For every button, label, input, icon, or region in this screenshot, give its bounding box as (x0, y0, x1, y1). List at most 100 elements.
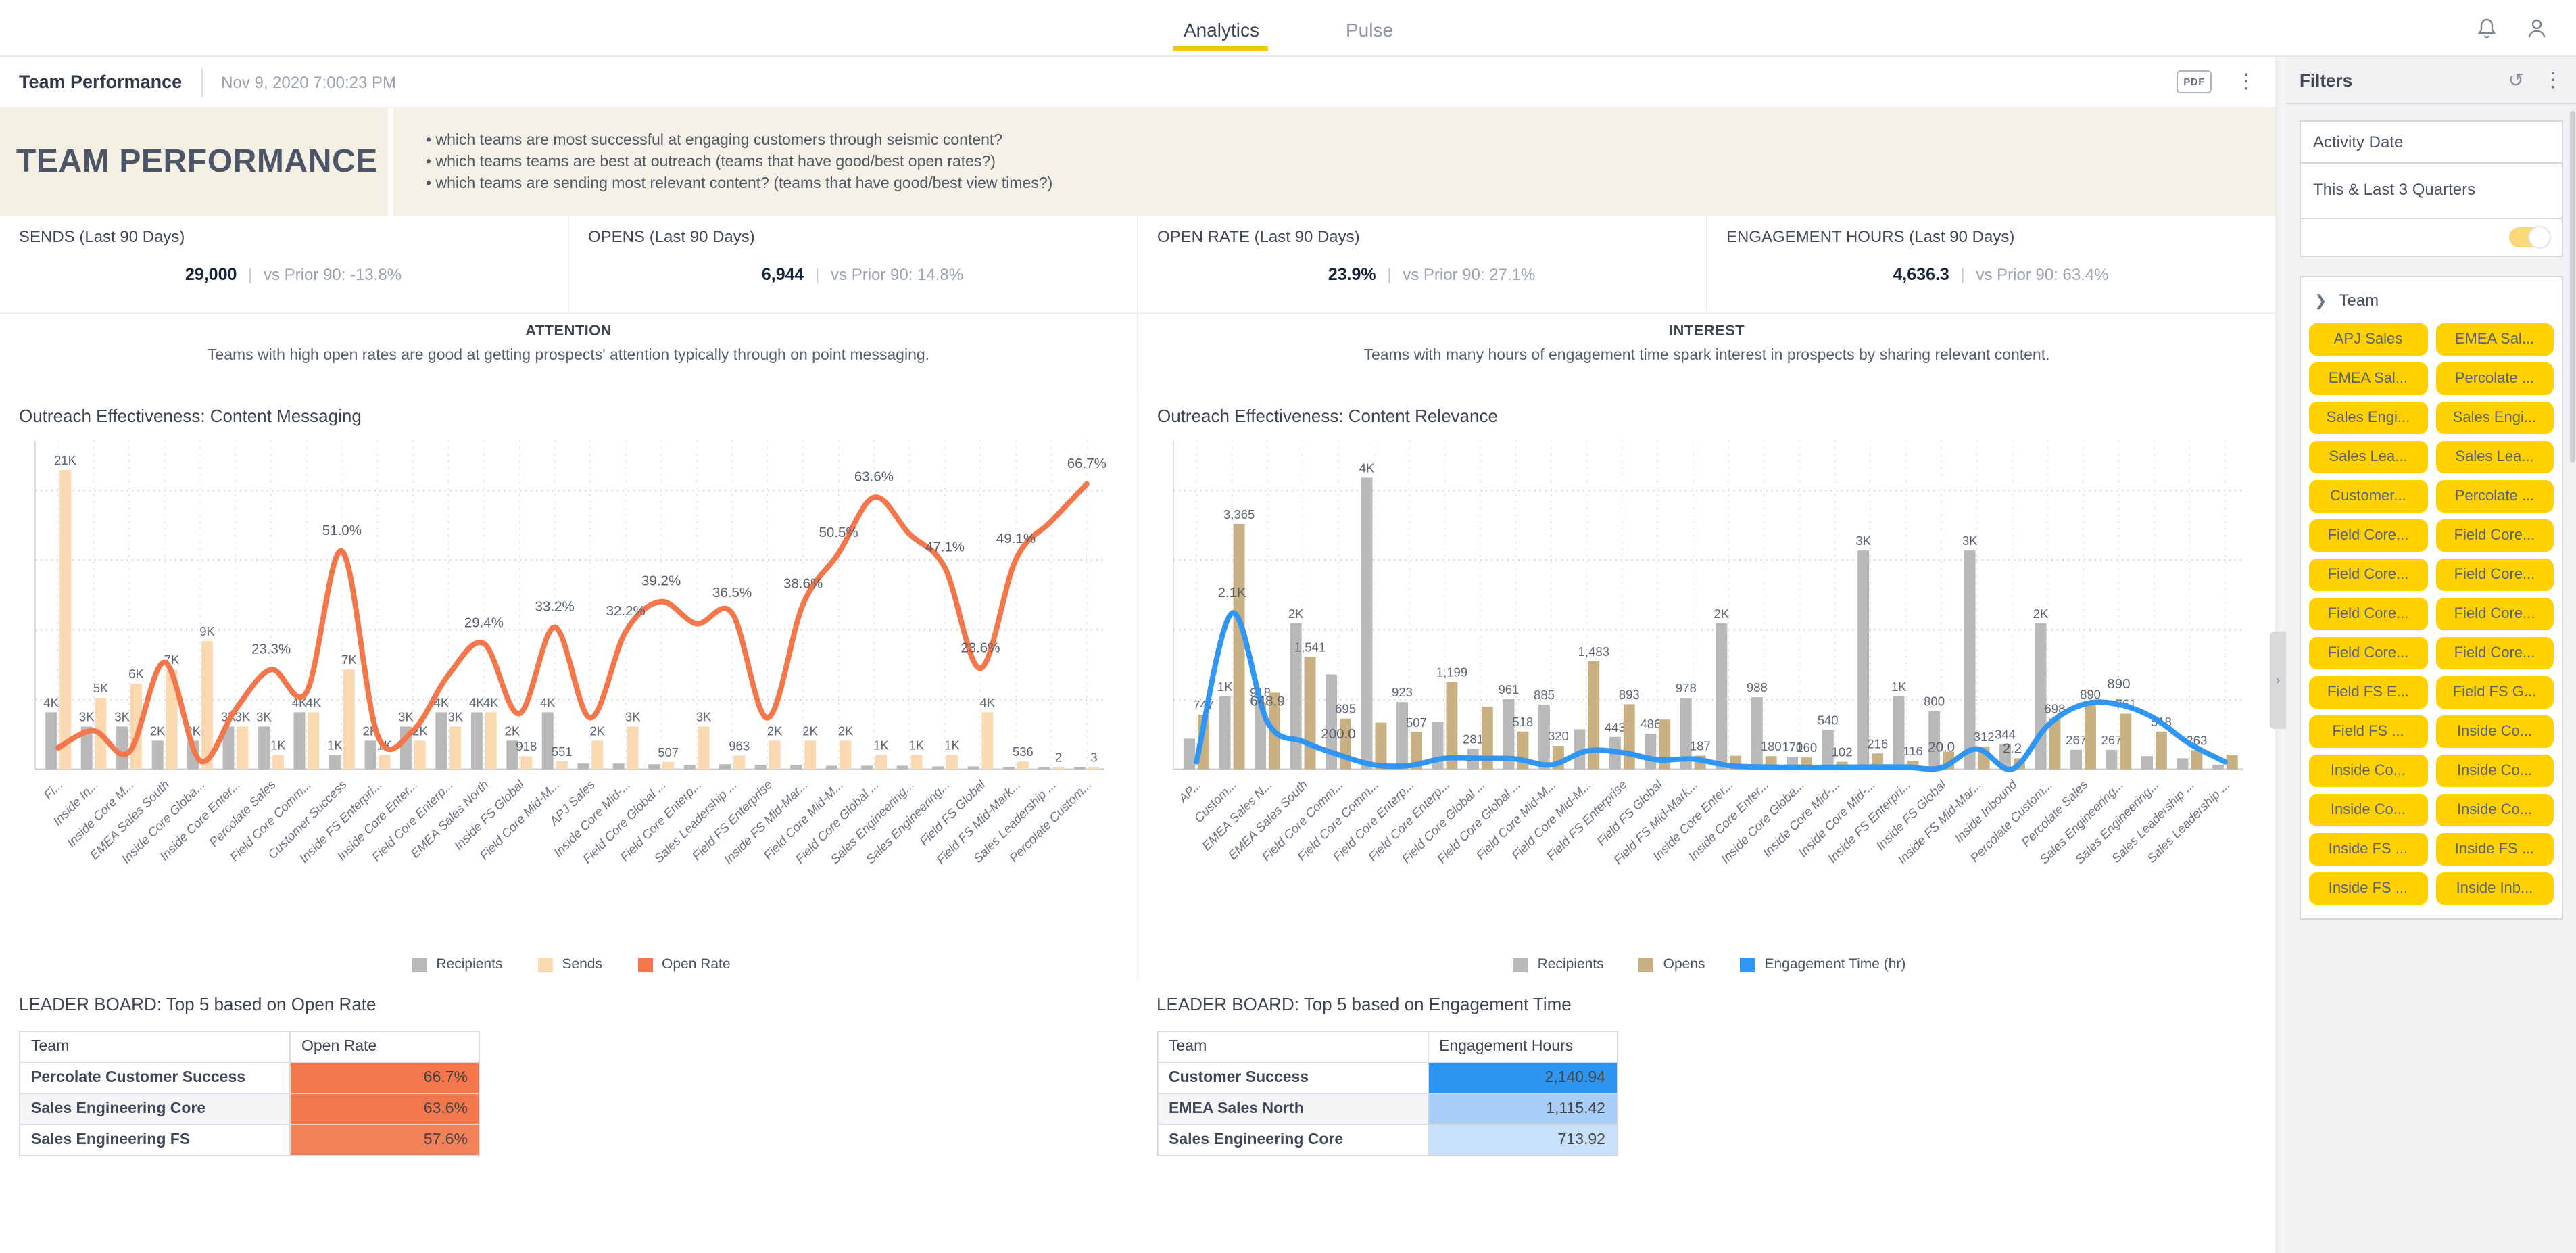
bar-sends[interactable] (981, 712, 994, 770)
bar-recipients[interactable] (541, 712, 554, 770)
bar-recipients[interactable] (151, 740, 164, 770)
bar-opens[interactable] (2084, 704, 2096, 770)
user-profile-icon[interactable] (2527, 17, 2547, 39)
team-chip[interactable]: Field FS ... (2309, 715, 2427, 748)
bar-recipients[interactable] (1003, 767, 1015, 770)
bar-recipients[interactable] (790, 765, 802, 770)
bar-recipients[interactable] (1290, 623, 1302, 770)
team-chip[interactable]: Field FS G... (2435, 676, 2554, 709)
bar-opens[interactable] (1623, 704, 1635, 770)
bar-recipients[interactable] (435, 712, 447, 770)
bar-recipients[interactable] (754, 765, 767, 770)
bar-recipients[interactable] (1716, 623, 1728, 770)
bar-opens[interactable] (2155, 731, 2167, 770)
bar-recipients[interactable] (1538, 705, 1550, 770)
bar-recipients[interactable] (1219, 696, 1231, 770)
bar-sends[interactable] (449, 726, 462, 770)
table-row[interactable]: EMEA Sales North 1,115.42 (1157, 1093, 1618, 1125)
bar-sends[interactable] (237, 726, 249, 770)
export-pdf-button[interactable]: PDF (2177, 70, 2212, 93)
team-chip[interactable]: Field Core... (2435, 598, 2554, 630)
bar-sends[interactable] (1088, 767, 1100, 770)
bar-sends[interactable] (414, 740, 426, 770)
team-chip[interactable]: Inside Co... (2309, 755, 2427, 787)
team-chip[interactable]: APJ Sales (2309, 323, 2427, 356)
team-chip[interactable]: Inside Co... (2435, 755, 2554, 787)
bar-recipients[interactable] (683, 765, 696, 770)
bar-recipients[interactable] (2106, 749, 2118, 770)
bar-recipients[interactable] (1503, 699, 1515, 770)
bar-opens[interactable] (1588, 661, 1600, 770)
table-row[interactable]: Percolate Customer Success 66.7% (19, 1062, 480, 1094)
activity-date-filter-label[interactable]: Activity Date (2300, 120, 2563, 162)
bar-sends[interactable] (733, 755, 746, 770)
line-engagement-time-hr-[interactable] (1194, 610, 2228, 772)
bar-opens[interactable] (1411, 732, 1422, 770)
collapse-filters-chevron[interactable]: › (2270, 632, 2286, 729)
bar-sends[interactable] (591, 740, 604, 770)
bar-sends[interactable] (59, 469, 72, 770)
bar-opens[interactable] (2049, 718, 2061, 770)
team-chip[interactable]: Inside FS ... (2309, 872, 2427, 905)
team-filter-header[interactable]: ❯ Team (2309, 288, 2554, 323)
bar-recipients[interactable] (1326, 674, 1338, 770)
filters-scrollbar[interactable] (2570, 111, 2575, 463)
bar-recipients[interactable] (577, 763, 589, 770)
line-open-rate[interactable] (55, 481, 1090, 765)
bar-recipients[interactable] (1964, 550, 1976, 770)
bar-sends[interactable] (910, 755, 923, 770)
team-chip[interactable]: Field Core... (2435, 637, 2554, 669)
table-row[interactable]: Sales Engineering Core 63.6% (19, 1093, 480, 1125)
bar-sends[interactable] (343, 669, 355, 770)
legend-item[interactable]: Recipients (1513, 956, 1604, 972)
bar-recipients[interactable] (293, 712, 306, 770)
bar-recipients[interactable] (1857, 550, 1870, 770)
bar-sends[interactable] (698, 726, 710, 770)
bar-recipients[interactable] (470, 712, 483, 770)
bar-recipients[interactable] (258, 726, 270, 770)
bar-sends[interactable] (556, 761, 568, 770)
activity-date-filter-value[interactable]: This & Last 3 Quarters (2300, 162, 2563, 219)
bar-recipients[interactable] (967, 766, 979, 770)
team-chip[interactable]: Sales Engi... (2435, 402, 2554, 434)
bar-recipients[interactable] (1361, 477, 1373, 770)
bar-sends[interactable] (804, 740, 817, 770)
bar-opens[interactable] (1481, 706, 1493, 770)
bar-recipients[interactable] (2212, 765, 2224, 770)
bar-sends[interactable] (1052, 767, 1065, 770)
bar-sends[interactable] (1017, 761, 1029, 770)
team-chip[interactable]: Sales Lea... (2309, 441, 2427, 473)
col-header-team[interactable]: Team (1157, 1031, 1428, 1063)
team-chip[interactable]: Field Core... (2435, 559, 2554, 591)
col-header-value[interactable]: Engagement Hours (1427, 1031, 1618, 1063)
bar-recipients[interactable] (222, 726, 235, 770)
bar-recipients[interactable] (329, 755, 341, 770)
team-chip[interactable]: EMEA Sal... (2435, 323, 2554, 356)
bar-sends[interactable] (485, 712, 497, 770)
team-chip[interactable]: Inside FS ... (2435, 833, 2554, 866)
bar-recipients[interactable] (612, 763, 625, 770)
bar-recipients[interactable] (1073, 767, 1086, 770)
table-row[interactable]: Sales Engineering FS 57.6% (19, 1125, 480, 1156)
bar-recipients[interactable] (1645, 734, 1657, 770)
bar-recipients[interactable] (80, 726, 93, 770)
filter-toggle[interactable] (2509, 226, 2551, 249)
bar-opens[interactable] (2120, 713, 2132, 770)
bar-recipients[interactable] (1928, 711, 1941, 770)
bar-recipients[interactable] (1999, 744, 2011, 770)
bar-opens[interactable] (1659, 719, 1671, 770)
bar-recipients[interactable] (2141, 756, 2153, 770)
bar-recipients[interactable] (1680, 698, 1692, 770)
legend-item[interactable]: Sends (537, 956, 602, 972)
bar-recipients[interactable] (2070, 749, 2082, 770)
bar-recipients[interactable] (1184, 738, 1196, 770)
team-chip[interactable]: Field Core... (2309, 637, 2427, 669)
team-chip[interactable]: Field Core... (2309, 559, 2427, 591)
filters-more-options-icon[interactable]: ⋮ (2543, 68, 2563, 91)
bar-sends[interactable] (769, 740, 781, 770)
team-chip[interactable]: Inside Co... (2309, 794, 2427, 826)
team-chip[interactable]: Inside Co... (2435, 794, 2554, 826)
bar-opens[interactable] (1446, 682, 1458, 770)
bar-sends[interactable] (627, 726, 639, 770)
